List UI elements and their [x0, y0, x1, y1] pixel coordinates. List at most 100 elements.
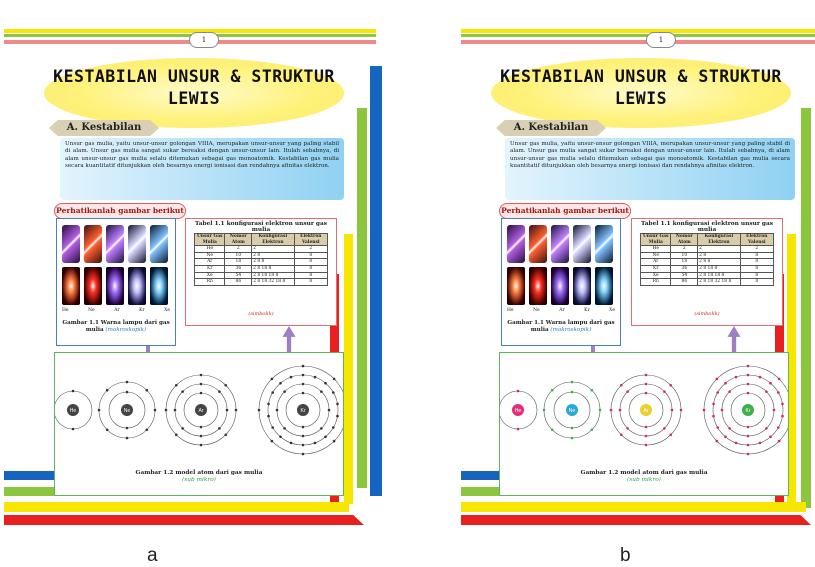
photo-labels: He Ne Ar Kr Xe: [62, 308, 170, 313]
electron: [105, 388, 109, 392]
atom-models: He Ne Ar Kr: [498, 364, 794, 456]
electron: [301, 391, 305, 395]
th-valence: Elektron Valensi: [739, 232, 775, 247]
panel-label-b: b: [620, 545, 631, 566]
atom-kr: Kr: [702, 364, 794, 456]
atom-ne: Ne: [97, 380, 157, 440]
electron: [336, 402, 339, 406]
th-atomic-number: Nomor Atom: [670, 232, 699, 247]
electron: [734, 441, 738, 445]
electron: [570, 436, 574, 440]
electron: [590, 428, 594, 432]
nucleus: [512, 404, 524, 416]
electron: [301, 443, 305, 447]
figure-2-caption-tag: (sub mikro): [182, 477, 216, 483]
electron: [715, 439, 719, 443]
table-1-caption-tag: (simbolik): [248, 311, 274, 317]
config-table: Unsur Gas Mulia Nomor Atom Konfigurasi E…: [639, 232, 775, 286]
electron: [275, 408, 279, 412]
electron: [716, 426, 719, 429]
electron: [609, 408, 613, 412]
electron: [746, 443, 750, 447]
electron: [267, 414, 270, 418]
electron: [724, 381, 727, 385]
electron: [746, 382, 750, 386]
label-kr: Kr: [139, 308, 145, 313]
table-1-caption-tag: (simbolik): [694, 311, 720, 317]
bottom-stripe-yellow: [4, 502, 349, 512]
electron: [590, 388, 594, 392]
title-line-1: KESTABILAN UNSUR & STRUKTUR: [500, 67, 782, 86]
table-1-title: Tabel 1.1 konfigurasi elektron unsur gas…: [195, 221, 327, 233]
electron: [181, 427, 184, 430]
electron: [618, 408, 622, 412]
electron: [279, 381, 282, 385]
electron: [712, 402, 715, 406]
observe-label: Perhatikanlah gambar berikut: [54, 203, 186, 219]
electron: [781, 402, 784, 406]
electron: [734, 375, 738, 379]
electron: [516, 427, 520, 431]
electron: [279, 435, 282, 439]
page-a: 1 KESTABILAN UNSUR & STRUKTUR LEWIS A. K…: [4, 12, 384, 537]
electron: [313, 375, 317, 379]
electron: [702, 408, 706, 412]
electron: [781, 414, 784, 418]
electron: [174, 383, 178, 387]
nucleus-label: Kr: [746, 408, 751, 414]
electron: [644, 434, 648, 438]
electron: [225, 408, 229, 412]
label-he: He: [62, 308, 69, 313]
electron: [218, 390, 221, 393]
electron: [71, 389, 75, 393]
electron: [516, 389, 520, 393]
electron: [301, 434, 305, 438]
electron: [199, 434, 203, 438]
photo-tube-he: [507, 225, 525, 263]
nucleus-label: Ar: [644, 408, 649, 414]
electron: [644, 382, 648, 386]
nucleus-label: Ar: [199, 408, 204, 414]
electron: [301, 425, 305, 429]
photo-tube-xe: [150, 225, 168, 263]
electron: [324, 381, 327, 385]
electron: [715, 377, 719, 381]
electron: [644, 425, 648, 429]
electron: [670, 408, 674, 412]
nucleus: [297, 404, 309, 416]
observe-label: Perhatikanlah gambar berikut: [499, 203, 631, 219]
photo-glow-ar: [551, 267, 569, 305]
bottom-stripe-green-left: [4, 487, 56, 496]
photo-glow-he: [62, 267, 80, 305]
electron: [164, 408, 168, 412]
electron: [125, 436, 129, 440]
title-line-1: KESTABILAN UNSUR & STRUKTUR: [53, 67, 335, 86]
atom-kr: Kr: [257, 364, 349, 456]
figure-2-caption-tag: (sub mikro): [627, 477, 661, 483]
electron: [716, 391, 719, 394]
electron: [746, 434, 750, 438]
electron: [769, 381, 772, 385]
electron: [313, 441, 317, 445]
bottom-stripe-red: [461, 515, 811, 525]
electron: [181, 390, 184, 393]
electron: [746, 364, 750, 368]
figure-2-caption-text: Gambar 1.2 model atom dari gas mulia: [135, 470, 263, 476]
bottom-stripe-red: [4, 515, 364, 525]
electron: [234, 408, 238, 412]
bottom-stripe-blue: [4, 471, 56, 480]
electron: [257, 408, 261, 412]
electron: [570, 426, 574, 430]
electron: [663, 427, 666, 430]
th-configuration: Konfigurasi Elektron: [251, 232, 295, 247]
top-stripe-pink: [461, 40, 815, 44]
electron: [765, 427, 768, 430]
figure-2-caption: Gambar 1.2 model atom dari gas mulia (su…: [500, 470, 788, 484]
electron: [720, 408, 724, 412]
photo-tube-xe: [595, 225, 613, 263]
panel-label-a: a: [147, 545, 158, 566]
label-ar: Ar: [114, 308, 120, 313]
electron: [145, 428, 149, 432]
